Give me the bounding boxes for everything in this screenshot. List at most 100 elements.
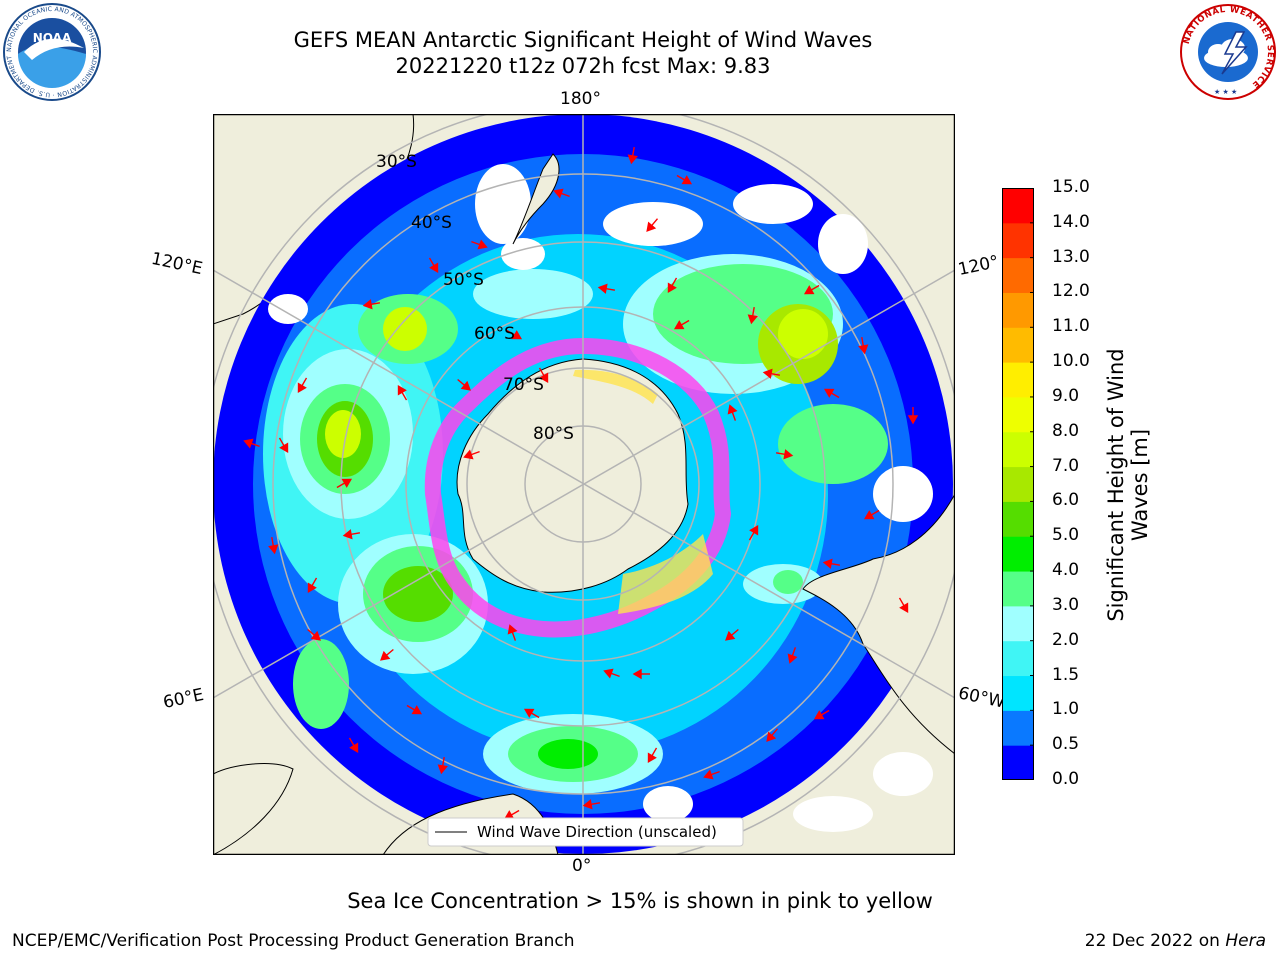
colorbar-tick-label: 3.0 [1052, 594, 1080, 615]
colorbar-tick-label: 4.0 [1052, 560, 1080, 581]
wave-arrow [380, 648, 394, 661]
wave-arrow [725, 628, 739, 641]
wave-arrow [676, 174, 693, 185]
lon-label-0: 0° [572, 856, 592, 876]
wave-arrow [507, 624, 518, 641]
wave-arrow [646, 218, 659, 232]
wave-arrow [603, 668, 620, 679]
map-subtitle: 20221220 t12z 072h fcst Max: 9.83 [395, 54, 771, 78]
wave-arrow [907, 407, 919, 425]
nws-logo: NATIONAL WEATHER SERVICE ★ ★ ★ [1180, 4, 1276, 100]
colorbar-segment [1002, 431, 1034, 468]
colorbar-segment [1002, 710, 1034, 746]
wave-arrow [762, 368, 781, 379]
colorbar-segment [1002, 536, 1034, 572]
wave-arrow [538, 367, 549, 384]
colorbar-segment [1002, 222, 1034, 259]
sea-ice-note: Sea Ice Concentration > 15% is shown in … [347, 889, 933, 913]
wave-arrow [647, 747, 658, 764]
colorbar-segment [1002, 640, 1034, 677]
wave-arrow [823, 388, 840, 399]
wave-arrow [523, 708, 540, 719]
lat-label-50s: 50°S [443, 270, 484, 290]
colorbar-tick-label: 14.0 [1052, 211, 1090, 232]
colorbar-segment [1002, 571, 1034, 607]
colorbar-tick-label: 5.0 [1052, 525, 1080, 546]
colorbar-segment [1002, 675, 1034, 711]
wave-arrow [297, 377, 308, 394]
colorbar-segment [1002, 466, 1034, 502]
colorbar-tick-label: 8.0 [1052, 420, 1080, 441]
wave-arrow [803, 284, 820, 295]
wave-arrow [457, 378, 471, 391]
colorbar-segment [1002, 501, 1034, 537]
wave-arrow [362, 299, 381, 310]
colorbar-tick-label: 1.0 [1052, 699, 1080, 720]
wave-arrow [627, 146, 638, 165]
wave-arrow [397, 384, 408, 401]
wave-arrow [268, 536, 279, 555]
wave-arrow [463, 449, 480, 460]
wave-arrow [766, 728, 779, 742]
lat-label-60s: 60°S [474, 324, 515, 344]
wave-arrow [898, 597, 909, 614]
colorbar-segment [1002, 396, 1034, 433]
credit-text: NCEP/EMC/Verification Post Processing Pr… [12, 931, 575, 951]
lon-label-60e: 60°E [161, 684, 206, 714]
wave-arrow [747, 306, 758, 325]
wind-wave-arrows [243, 146, 919, 820]
lon-label-120e: 120°E [149, 248, 205, 280]
lat-label-30s: 30°S [376, 152, 417, 172]
colorbar-label: Significant Height of Wind Waves [m] [1104, 348, 1152, 622]
wave-arrow [506, 329, 523, 340]
colorbar-tick-label: 9.0 [1052, 385, 1080, 406]
colorbar-segment [1002, 605, 1034, 642]
colorbar-tick-label: 13.0 [1052, 246, 1090, 267]
lon-label-180: 180° [560, 89, 601, 109]
colorbar-segment [1002, 362, 1034, 398]
colorbar-tick-label: 10.0 [1052, 351, 1090, 372]
wave-arrow [727, 404, 738, 421]
lat-label-80s: 80°S [533, 424, 574, 444]
colorbar-segment [1002, 327, 1034, 363]
wave-arrow [582, 799, 601, 810]
wave-arrow [858, 336, 869, 355]
wave-arrow [597, 283, 616, 294]
wave-arrow [342, 529, 361, 540]
wave-arrow [278, 437, 289, 454]
map-legend: Wind Wave Direction (unscaled) [427, 817, 744, 847]
antarctica-land [456, 358, 689, 593]
colorbar-tick-label: 0.5 [1052, 734, 1080, 755]
wave-arrow [553, 188, 570, 199]
wave-arrow [632, 668, 650, 680]
svg-text:NOAA: NOAA [33, 31, 72, 45]
lat-label-70s: 70°S [503, 375, 544, 395]
colorbar-tick-label: 15.0 [1052, 177, 1090, 197]
lon-label-120w: 120° [956, 251, 1001, 281]
polar-map: Wind Wave Direction (unscaled) [213, 114, 955, 855]
wave-arrow [673, 319, 690, 330]
wave-arrow [307, 577, 318, 594]
wave-arrow [748, 524, 759, 541]
wave-arrow [813, 709, 830, 720]
wave-arrow [406, 704, 423, 715]
noaa-logo: NATIONAL OCEANIC AND ATMOSPHERIC ADMINIS… [2, 2, 101, 101]
wave-arrow [471, 239, 488, 250]
colorbar-tick-label: 0.0 [1052, 769, 1080, 789]
colorbar-segment [1002, 745, 1034, 780]
wave-arrow [787, 647, 798, 664]
date-stamp: 22 Dec 2022 on Hera [1084, 931, 1266, 951]
wave-arrow [307, 628, 321, 641]
south-america-land [802, 493, 955, 755]
lat-label-40s: 40°S [411, 213, 452, 233]
wave-arrow [822, 558, 841, 569]
map-frame [213, 114, 955, 855]
lon-label-60w: 60°W [956, 683, 1007, 713]
map-title: GEFS MEAN Antarctic Significant Height o… [293, 28, 873, 52]
sea-ice-ring [424, 337, 732, 638]
colorbar-segment [1002, 292, 1034, 328]
colorbar-tick-label: 12.0 [1052, 281, 1090, 302]
svg-text:★ ★ ★: ★ ★ ★ [1214, 88, 1237, 96]
colorbar-tick-label: 11.0 [1052, 316, 1090, 337]
colorbar-tick-label: 2.0 [1052, 629, 1080, 650]
